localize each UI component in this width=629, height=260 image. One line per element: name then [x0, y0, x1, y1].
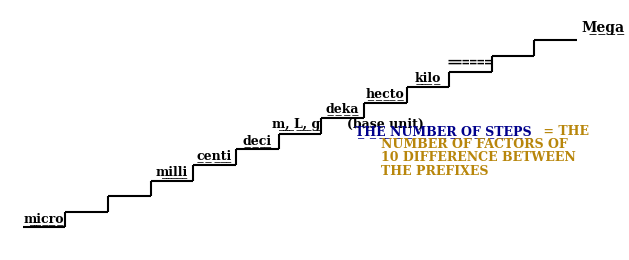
Text: c̲e̲n̲t̲i̲: c̲e̲n̲t̲i̲	[197, 149, 232, 162]
Text: THE PREFIXES: THE PREFIXES	[381, 165, 489, 178]
Text: ======: ======	[448, 56, 493, 69]
Text: m̲i̲c̲r̲o̲: m̲i̲c̲r̲o̲	[24, 212, 64, 225]
Text: h̲e̲c̲t̲o̲: h̲e̲c̲t̲o̲	[366, 87, 404, 100]
Text: k̲i̲l̲o̲: k̲i̲l̲o̲	[415, 71, 441, 84]
Text: m̲,̲ ̲L̲,̲ ̲g̲: m̲,̲ ̲L̲,̲ ̲g̲	[272, 118, 320, 131]
Text: T̲H̲E̲ ̲N̲U̲M̲B̲E̲R̲ ̲O̲F̲ ̲S̲T̲E̲P̲S̲: T̲H̲E̲ ̲N̲U̲M̲B̲E̲R̲ ̲O̲F̲ ̲S̲T̲E̲P̲S̲	[355, 125, 532, 138]
Text: d̲e̲c̲i̲: d̲e̲c̲i̲	[243, 134, 272, 147]
Text: d̲e̲k̲a̲: d̲e̲k̲a̲	[326, 102, 359, 115]
Text: M̲e̲g̲a̲: M̲e̲g̲a̲	[581, 21, 625, 35]
Text: NUMBER OF FACTORS OF: NUMBER OF FACTORS OF	[381, 138, 568, 151]
Text: m̲i̲l̲l̲i̲: m̲i̲l̲l̲i̲	[156, 165, 188, 178]
Text: = THE: = THE	[538, 125, 589, 138]
Text: (base unit): (base unit)	[347, 118, 424, 131]
Text: 10 DIFFERENCE BETWEEN: 10 DIFFERENCE BETWEEN	[381, 151, 576, 164]
